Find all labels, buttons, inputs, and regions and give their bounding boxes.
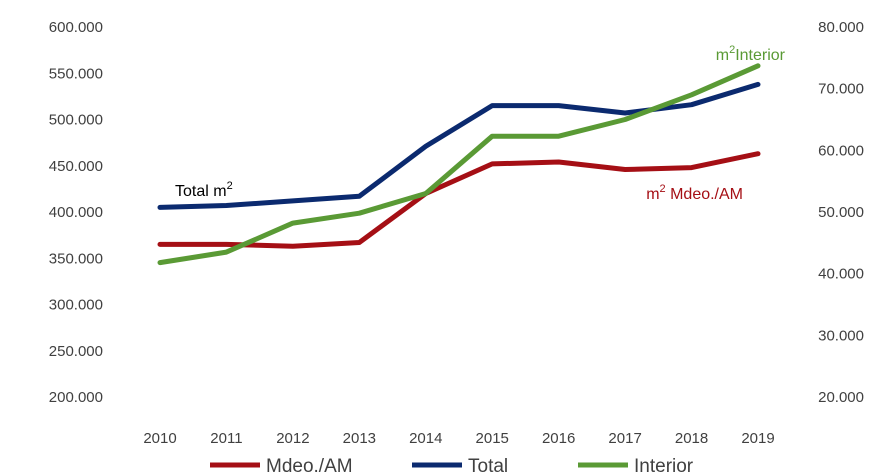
x-tick-label: 2010 [143,430,176,447]
right-tick-label: 50.000 [818,204,864,221]
right-axis-ticks: 20.000 30.000 40.000 50.000 60.000 70.000 80.0… [818,19,864,406]
x-tick-label: 2016 [542,430,575,447]
x-tick-label: 2018 [675,430,708,447]
left-tick-label: 400.000 [49,204,103,221]
left-tick-label: 200.000 [49,389,103,406]
left-axis-ticks: 200.000 250.000 300.000 350.000 400.000 450.0… [49,19,103,406]
legend-label: Mdeo./AM [266,456,353,475]
right-tick-label: 20.000 [818,389,864,406]
legend-item: Interior [578,456,694,475]
right-tick-label: 30.000 [818,327,864,344]
x-tick-label: 2015 [476,430,509,447]
legend: Mdeo./AM Total Interior [210,456,694,475]
x-tick-label: 2012 [276,430,309,447]
right-tick-label: 80.000 [818,19,864,36]
right-tick-label: 40.000 [818,266,864,283]
x-tick-label: 2019 [741,430,774,447]
left-tick-label: 450.000 [49,158,103,175]
x-tick-label: 2011 [210,430,242,447]
left-tick-label: 550.000 [49,65,103,82]
x-tick-label: 2014 [409,430,442,447]
legend-label: Total [468,456,508,475]
legend-item: Total [412,456,508,475]
series-annotations: Total m2 m2 Mdeo./AM m2Interior [175,44,786,203]
left-tick-label: 500.000 [49,112,103,129]
left-tick-label: 600.000 [49,19,103,36]
right-tick-label: 70.000 [818,81,864,98]
right-tick-label: 60.000 [818,142,864,159]
legend-item: Mdeo./AM [210,456,353,475]
annotation-interior: m2Interior [716,44,786,64]
annotation-mdeo-am: m2 Mdeo./AM [646,183,743,203]
x-tick-label: 2017 [608,430,641,447]
left-tick-label: 300.000 [49,297,103,314]
left-tick-label: 250.000 [49,343,103,360]
series-lines [157,63,761,266]
x-tick-label: 2013 [343,430,376,447]
annotation-total: Total m2 [175,180,233,200]
legend-label: Interior [634,456,694,475]
series-line-mdeo-am [157,151,761,249]
left-tick-label: 350.000 [49,250,103,267]
series-line-interior [157,63,761,266]
x-axis-ticks: 2010 2011 2012 2013 2014 2015 2016 2017 2018 2019 [143,430,774,447]
